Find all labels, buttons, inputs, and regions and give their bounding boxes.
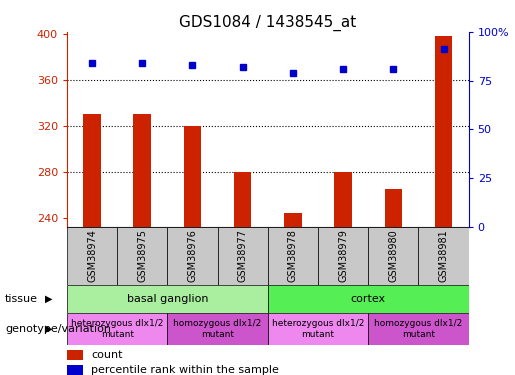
Text: GSM38978: GSM38978 <box>288 230 298 282</box>
Text: GSM38974: GSM38974 <box>87 230 97 282</box>
Bar <box>67 313 167 345</box>
Bar <box>368 227 418 285</box>
Bar <box>318 227 368 285</box>
Bar <box>268 227 318 285</box>
Text: percentile rank within the sample: percentile rank within the sample <box>91 366 279 375</box>
Text: basal ganglion: basal ganglion <box>127 294 208 304</box>
Bar <box>67 285 268 313</box>
Bar <box>218 227 268 285</box>
Text: homozygous dlx1/2
mutant: homozygous dlx1/2 mutant <box>174 320 262 339</box>
Title: GDS1084 / 1438545_at: GDS1084 / 1438545_at <box>179 14 356 30</box>
Bar <box>368 313 469 345</box>
Text: homozygous dlx1/2
mutant: homozygous dlx1/2 mutant <box>374 320 462 339</box>
Bar <box>117 227 167 285</box>
Bar <box>184 126 201 227</box>
Bar <box>67 227 117 285</box>
Bar <box>133 114 151 227</box>
Text: GSM38980: GSM38980 <box>388 230 398 282</box>
Text: heterozygous dlx1/2
mutant: heterozygous dlx1/2 mutant <box>71 320 163 339</box>
Text: GSM38981: GSM38981 <box>439 230 449 282</box>
Bar <box>284 213 302 227</box>
Bar <box>385 189 402 227</box>
Text: GSM38975: GSM38975 <box>138 230 147 282</box>
Text: genotype/variation: genotype/variation <box>5 324 111 334</box>
Bar <box>67 350 83 360</box>
Text: count: count <box>91 350 123 360</box>
Text: GSM38979: GSM38979 <box>338 230 348 282</box>
Bar <box>167 227 217 285</box>
Bar <box>268 285 469 313</box>
Text: heterozygous dlx1/2
mutant: heterozygous dlx1/2 mutant <box>272 320 364 339</box>
Text: GSM38976: GSM38976 <box>187 230 197 282</box>
Text: tissue: tissue <box>5 294 38 304</box>
Bar <box>334 172 352 227</box>
Text: GSM38977: GSM38977 <box>238 230 248 282</box>
Bar <box>435 36 452 227</box>
Bar <box>167 313 268 345</box>
Bar <box>268 313 368 345</box>
Bar <box>83 114 101 227</box>
Bar <box>67 365 83 375</box>
Bar <box>418 227 469 285</box>
Text: cortex: cortex <box>351 294 386 304</box>
Text: ▶: ▶ <box>45 294 53 304</box>
Bar <box>234 172 251 227</box>
Text: ▶: ▶ <box>45 324 53 334</box>
